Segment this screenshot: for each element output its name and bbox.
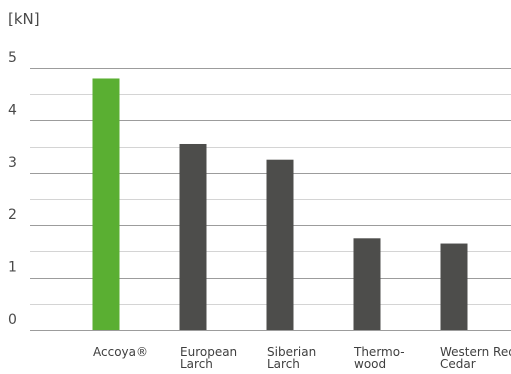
- bar-0: [92, 78, 120, 330]
- bar-1: [179, 143, 207, 330]
- category-label-line: Thermo-: [353, 345, 405, 359]
- category-label-4: Western Red Cedar: [440, 345, 511, 371]
- y-tick-labels: 0 1 2 3 4 5: [8, 50, 17, 328]
- y-axis-unit-label: [kN]: [8, 10, 40, 28]
- category-label-2: Siberian Larch: [267, 345, 316, 371]
- y-tick-label-4: 4: [8, 102, 17, 118]
- bars: [92, 78, 468, 330]
- category-label-line: Cedar: [440, 357, 476, 371]
- y-tick-label-0: 0: [8, 312, 17, 328]
- bar-2: [266, 159, 294, 330]
- category-label-line: Siberian: [267, 345, 316, 359]
- category-label-1: European Larch: [180, 345, 237, 371]
- category-label-line: European: [180, 345, 237, 359]
- category-label-0: Accoya®: [93, 345, 148, 359]
- bar-3: [353, 238, 381, 330]
- category-label-3: Thermo-wood: [353, 345, 405, 371]
- y-tick-label-1: 1: [8, 260, 17, 276]
- category-label-line: Western Red: [440, 345, 511, 359]
- category-label-line: Accoya®: [93, 345, 148, 359]
- category-label-line: Larch: [180, 357, 213, 371]
- y-tick-label-3: 3: [8, 155, 17, 171]
- category-label-line: Larch: [267, 357, 300, 371]
- y-tick-label-2: 2: [8, 207, 17, 223]
- bar-4: [440, 243, 468, 330]
- category-label-line: wood: [354, 357, 386, 371]
- y-tick-label-5: 5: [8, 50, 17, 66]
